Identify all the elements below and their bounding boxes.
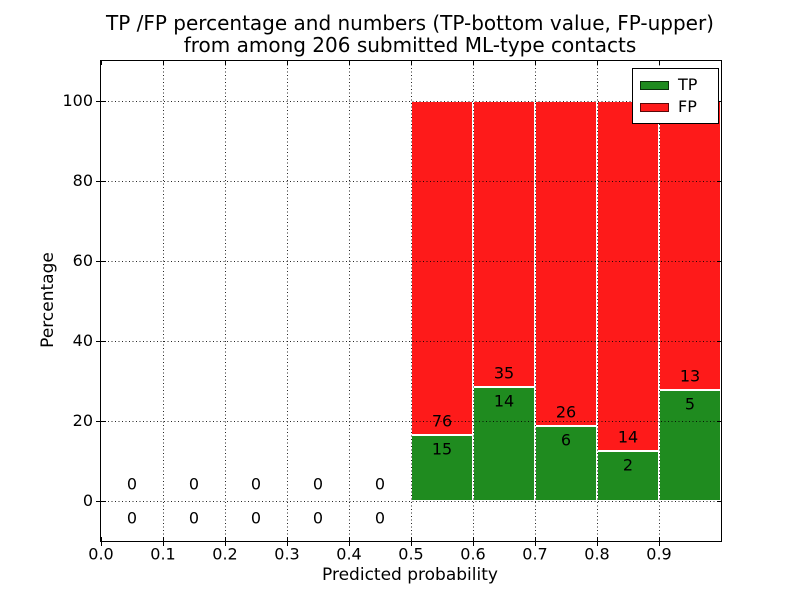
x-tick-mark	[224, 537, 226, 546]
bar-segment-tp	[473, 386, 535, 501]
y-tick-mark-right	[717, 500, 721, 502]
tp-legend-swatch	[640, 80, 669, 90]
bar-segment-fp	[659, 101, 721, 390]
bar-segment-fp	[473, 101, 535, 387]
x-tick-mark	[100, 537, 102, 546]
tp-count-label: 0	[188, 508, 200, 528]
x-tick-label: 0.5	[398, 544, 424, 564]
tp-count-label: 15	[431, 439, 453, 459]
fp-count-label: 35	[493, 363, 515, 383]
x-tick-label: 0.0	[88, 544, 114, 564]
y-tick-mark-right	[717, 260, 721, 262]
tp-count-label: 14	[493, 391, 515, 411]
tp-count-label: 6	[560, 430, 572, 450]
fp-count-label: 0	[312, 474, 324, 494]
tp-legend-label: TP	[678, 75, 698, 94]
x-tick-mark	[596, 537, 598, 546]
x-tick-mark	[286, 537, 288, 546]
bar-segment-tp	[659, 389, 721, 501]
v-gridline	[348, 61, 350, 541]
y-tick-mark-right	[717, 100, 721, 102]
y-tick-label: 0	[82, 491, 93, 510]
tp-count-label: 0	[126, 508, 138, 528]
x-tick-mark-top	[224, 61, 226, 65]
x-tick-label: 0.9	[646, 544, 672, 564]
y-tick-label: 100	[62, 91, 93, 110]
legend: TP FP	[632, 68, 719, 124]
v-gridline	[596, 61, 598, 541]
x-tick-mark-top	[410, 61, 412, 65]
fp-count-label: 76	[431, 411, 453, 431]
y-tick-label: 80	[72, 171, 93, 190]
x-tick-mark	[472, 537, 474, 546]
chart-title: TP /FP percentage and numbers (TP-bottom…	[100, 12, 720, 56]
fp-count-label: 0	[188, 474, 200, 494]
v-gridline	[224, 61, 226, 541]
y-tick-label: 20	[72, 411, 93, 430]
fp-count-label: 13	[679, 366, 701, 386]
x-tick-label: 0.8	[584, 544, 610, 564]
x-tick-mark-top	[472, 61, 474, 65]
x-tick-mark	[162, 537, 164, 546]
y-tick-mark-right	[717, 180, 721, 182]
v-gridline	[162, 61, 164, 541]
y-tick-mark-right	[717, 340, 721, 342]
x-tick-mark	[534, 537, 536, 546]
y-tick-label: 60	[72, 251, 93, 270]
bar-segment-tp	[411, 435, 473, 501]
x-tick-mark	[658, 537, 660, 546]
y-tick-mark	[96, 180, 106, 182]
tp-count-label: 0	[374, 508, 386, 528]
x-tick-label: 0.3	[274, 544, 300, 564]
tp-count-label: 0	[312, 508, 324, 528]
tp-count-label: 5	[684, 394, 696, 414]
bar-segment-fp	[411, 101, 473, 436]
x-tick-label: 0.4	[336, 544, 362, 564]
fp-count-label: 0	[126, 474, 138, 494]
x-tick-mark-top	[100, 61, 102, 65]
x-tick-mark-top	[658, 61, 660, 65]
x-tick-mark-top	[596, 61, 598, 65]
y-tick-mark	[96, 100, 106, 102]
y-tick-mark	[96, 340, 106, 342]
v-gridline	[534, 61, 536, 541]
fp-legend-label: FP	[678, 97, 697, 116]
chart-title-line2: from among 206 submitted ML-type contact…	[183, 33, 637, 57]
x-tick-mark-top	[534, 61, 536, 65]
x-tick-mark	[348, 537, 350, 546]
bar-segment-fp	[597, 101, 659, 451]
x-tick-label: 0.1	[150, 544, 176, 564]
plot-area: TP FP 0.0 0.1 0.2 0.3 0.4 0.5 0.6 0.7 0.8 0.9 0 20 4…	[62, 60, 722, 564]
y-tick-mark-right	[717, 420, 721, 422]
chart-title-line1: TP /FP percentage and numbers (TP-bottom…	[106, 11, 714, 35]
x-tick-label: 0.7	[522, 544, 548, 564]
fp-count-label: 0	[250, 474, 262, 494]
bar-segment-fp	[535, 101, 597, 426]
fp-count-label: 0	[374, 474, 386, 494]
v-gridline	[410, 61, 412, 541]
x-tick-mark-top	[286, 61, 288, 65]
x-tick-mark-top	[162, 61, 164, 65]
x-tick-label: 0.6	[460, 544, 486, 564]
v-gridline	[286, 61, 288, 541]
fp-legend-swatch	[640, 102, 669, 112]
tp-count-label: 2	[622, 455, 634, 475]
y-tick-label: 40	[72, 331, 93, 350]
x-tick-label: 0.2	[212, 544, 238, 564]
legend-item-tp: TP	[640, 74, 711, 96]
y-tick-mark	[96, 420, 106, 422]
tp-count-label: 0	[250, 508, 262, 528]
x-axis-label: Predicted probability	[322, 565, 498, 585]
y-tick-mark	[96, 260, 106, 262]
fp-count-label: 14	[617, 427, 639, 447]
fp-count-label: 26	[555, 402, 577, 422]
legend-item-fp: FP	[640, 96, 711, 118]
y-tick-mark	[96, 500, 106, 502]
x-tick-mark-top	[348, 61, 350, 65]
v-gridline	[472, 61, 474, 541]
v-gridline	[658, 61, 660, 541]
x-tick-mark	[410, 537, 412, 546]
